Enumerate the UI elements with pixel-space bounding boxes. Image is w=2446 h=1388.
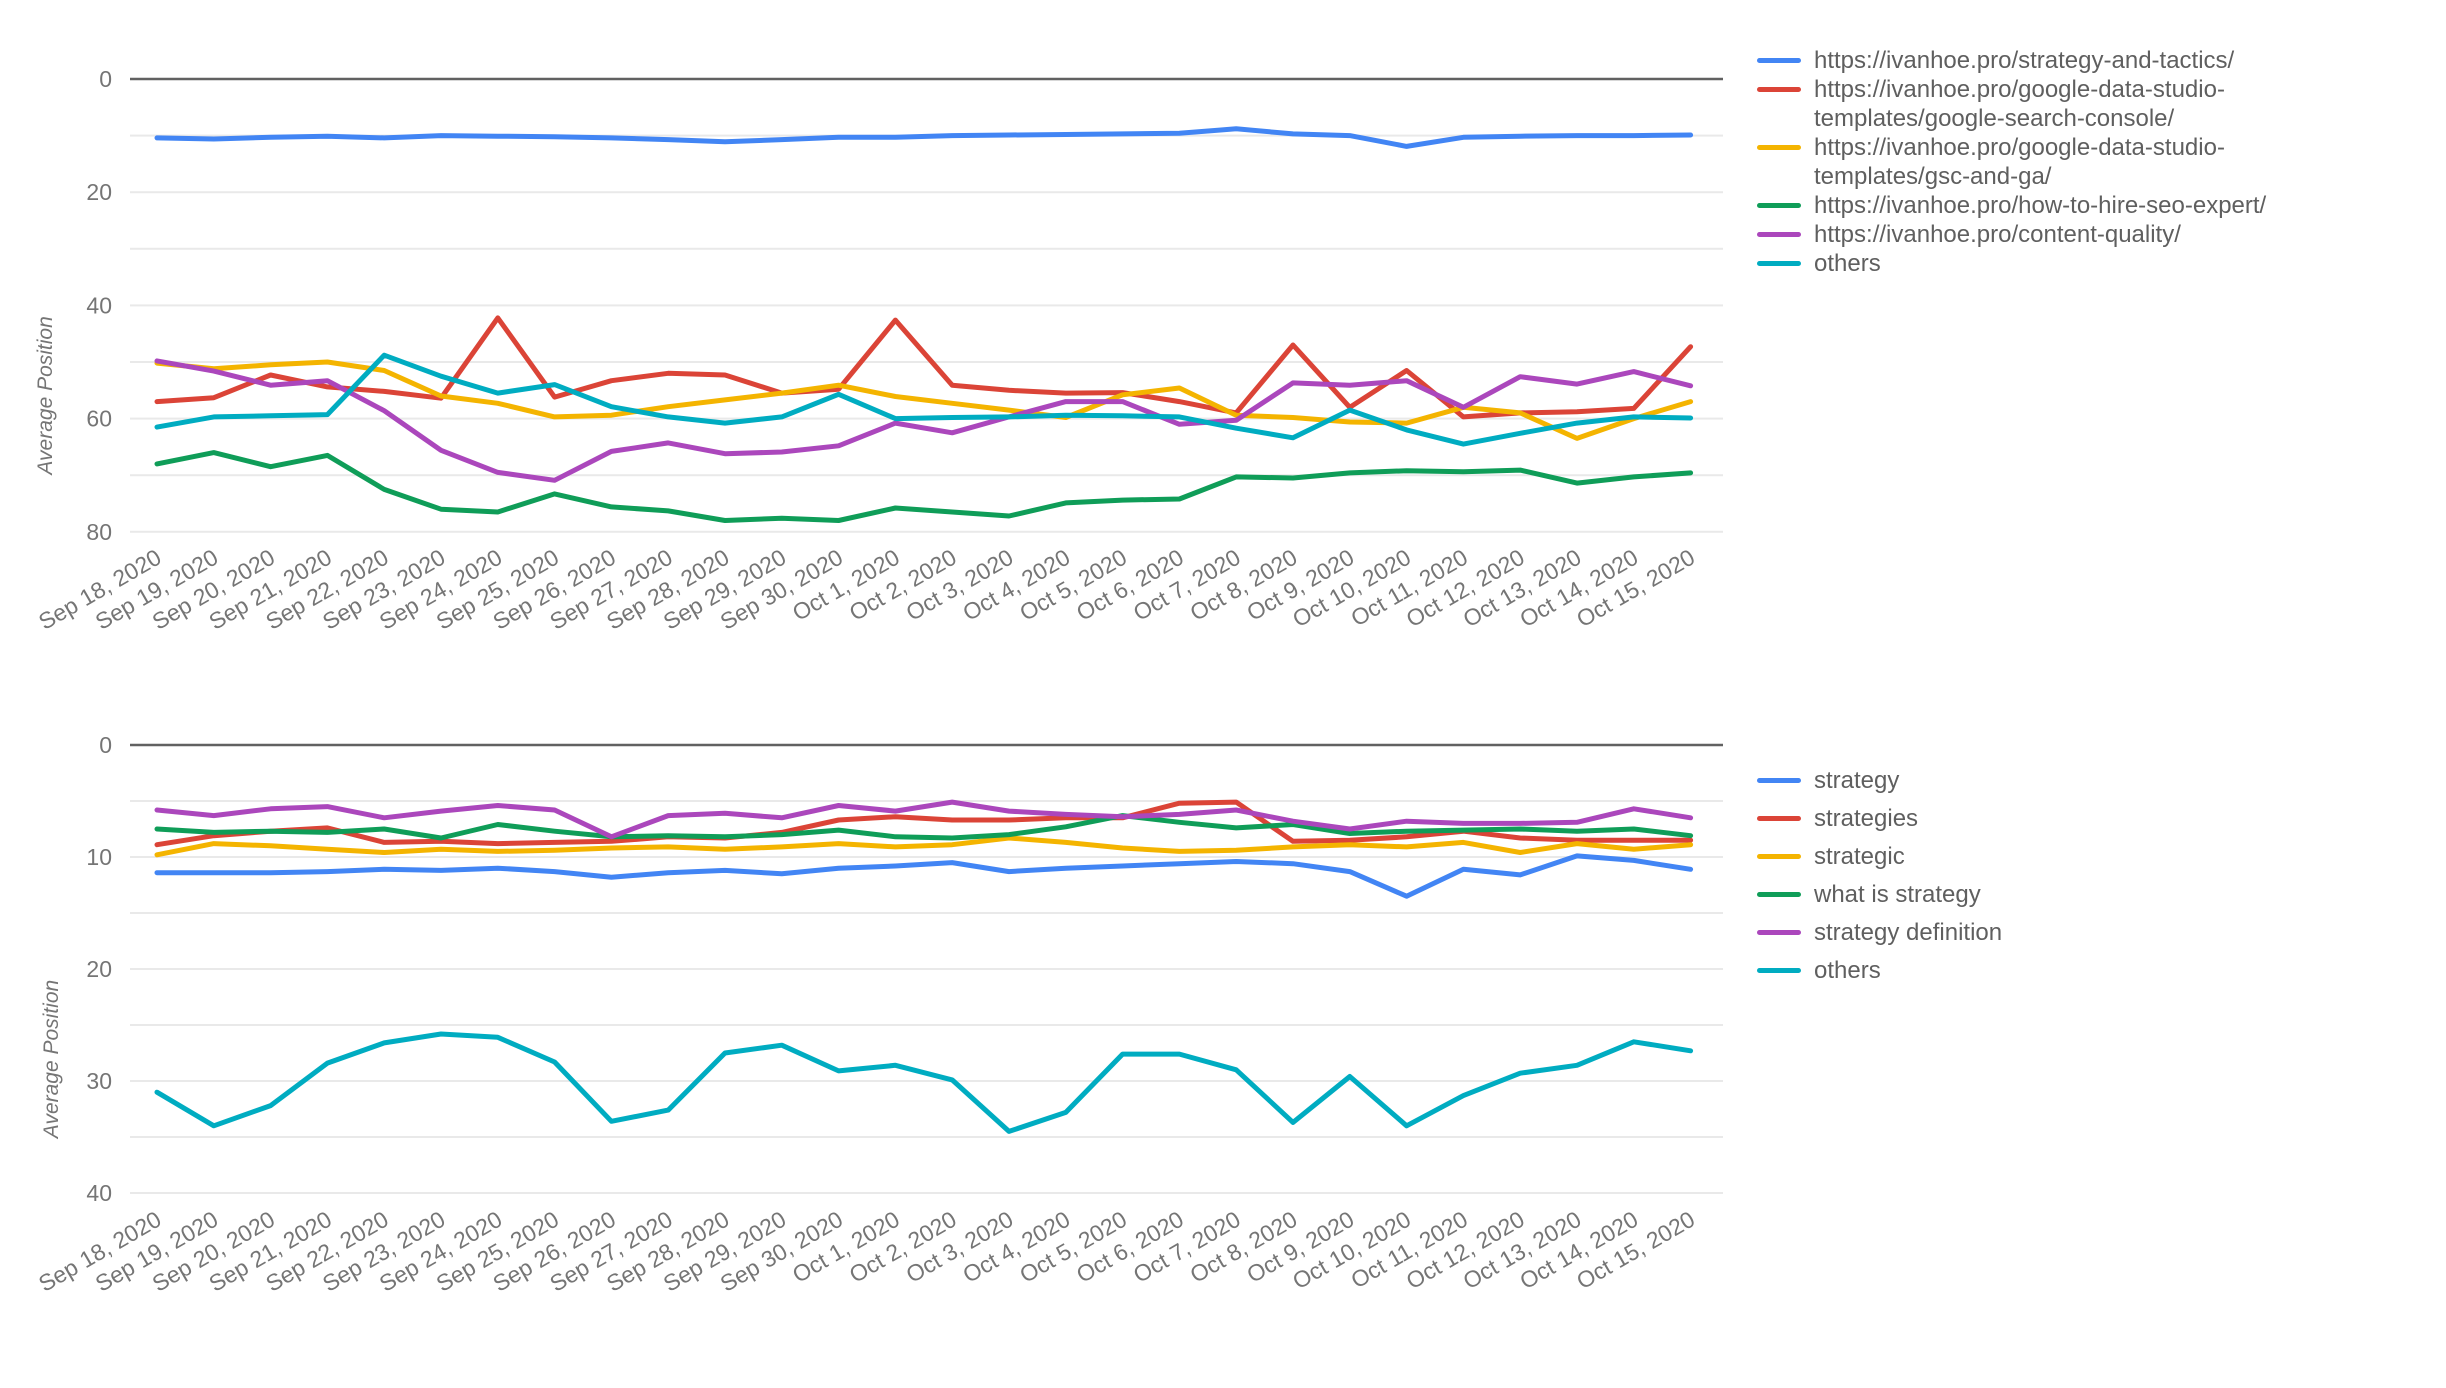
series-line[interactable] <box>154 352 1694 447</box>
legend-label: https://ivanhoe.pro/google-data-studio- … <box>1814 76 2225 132</box>
y-axis-tick-label: 0 <box>99 732 112 758</box>
legend-color-swatch <box>1757 854 1801 859</box>
legend-color-swatch <box>1757 930 1801 935</box>
legend-label: others <box>1814 957 1881 984</box>
legend-item[interactable]: https://ivanhoe.pro/google-data-studio- … <box>1757 133 2297 191</box>
series-line[interactable] <box>154 835 1694 858</box>
legend-item[interactable]: https://ivanhoe.pro/strategy-and-tactics… <box>1757 46 2297 75</box>
legend-item[interactable]: what is strategy <box>1757 880 2297 909</box>
legend-item[interactable]: https://ivanhoe.pro/content-quality/ <box>1757 220 2297 249</box>
series-line[interactable] <box>154 358 1694 483</box>
keywords-average-position-chart[interactable]: 0 10 20 30 40 Average Position Sep 18, 2020 Sep… <box>0 694 1750 1388</box>
series-line[interactable] <box>154 799 1694 848</box>
legend-item[interactable]: strategy definition <box>1757 918 2297 947</box>
y-axis-title: Average Position <box>34 316 57 476</box>
legend-color-swatch <box>1757 87 1801 92</box>
legend-label: https://ivanhoe.pro/strategy-and-tactics… <box>1814 47 2235 74</box>
y-axis-tick-label: 0 <box>99 66 112 92</box>
legend-item[interactable]: others <box>1757 249 2297 278</box>
series-line[interactable] <box>154 450 1694 523</box>
legend-item[interactable]: https://ivanhoe.pro/how-to-hire-seo-expe… <box>1757 191 2297 220</box>
legend-label: strategy definition <box>1814 919 2003 946</box>
series-line[interactable] <box>154 359 1694 441</box>
legend-color-swatch <box>1757 816 1801 821</box>
legend-label: what is strategy <box>1814 881 1981 908</box>
legend-color-swatch <box>1757 968 1801 973</box>
y-axis-tick-label: 10 <box>86 844 112 870</box>
legend-label: https://ivanhoe.pro/google-data-studio- … <box>1814 134 2225 190</box>
y-axis-tick-label: 60 <box>86 406 112 432</box>
legend-color-swatch <box>1757 261 1801 266</box>
y-axis-tick-label: 40 <box>86 1180 112 1206</box>
legend-color-swatch <box>1757 232 1801 237</box>
legend-item[interactable]: strategic <box>1757 842 2297 871</box>
legend-item[interactable]: strategies <box>1757 804 2297 833</box>
legend-item[interactable]: strategy <box>1757 766 2297 795</box>
series-line[interactable] <box>154 126 1694 149</box>
y-axis-tick-label: 80 <box>86 519 112 545</box>
pages-average-position-chart[interactable]: 0 20 40 60 80 Average Position Sep 18, 2020 Sep… <box>0 0 1750 694</box>
legend-color-swatch <box>1757 778 1801 783</box>
legend-label: strategy <box>1814 767 1900 794</box>
legend-color-swatch <box>1757 58 1801 63</box>
legend-color-swatch <box>1757 145 1801 150</box>
y-axis-tick-label: 20 <box>86 179 112 205</box>
series-line[interactable] <box>154 853 1694 899</box>
legend-item[interactable]: others <box>1757 956 2297 985</box>
legend-label: strategies <box>1814 805 1919 832</box>
legend-color-swatch <box>1757 892 1801 897</box>
legend-label: strategic <box>1814 843 1905 870</box>
y-axis-tick-label: 20 <box>86 956 112 982</box>
keywords-chart-legend: strategy strategies strategic what is strat… <box>1757 766 2297 994</box>
series-line[interactable] <box>154 1031 1694 1134</box>
pages-chart-legend: https://ivanhoe.pro/strategy-and-tactics… <box>1757 46 2297 278</box>
series-line[interactable] <box>154 813 1694 841</box>
y-axis-title: Average Position <box>40 980 63 1140</box>
legend-color-swatch <box>1757 203 1801 208</box>
y-axis-tick-label: 40 <box>86 292 112 318</box>
legend-item[interactable]: https://ivanhoe.pro/google-data-studio- … <box>1757 75 2297 133</box>
legend-label: https://ivanhoe.pro/content-quality/ <box>1814 221 2181 248</box>
legend-label: others <box>1814 250 1881 277</box>
y-axis-tick-label: 30 <box>86 1068 112 1094</box>
legend-label: https://ivanhoe.pro/how-to-hire-seo-expe… <box>1814 192 2267 219</box>
series-line[interactable] <box>154 799 1694 840</box>
